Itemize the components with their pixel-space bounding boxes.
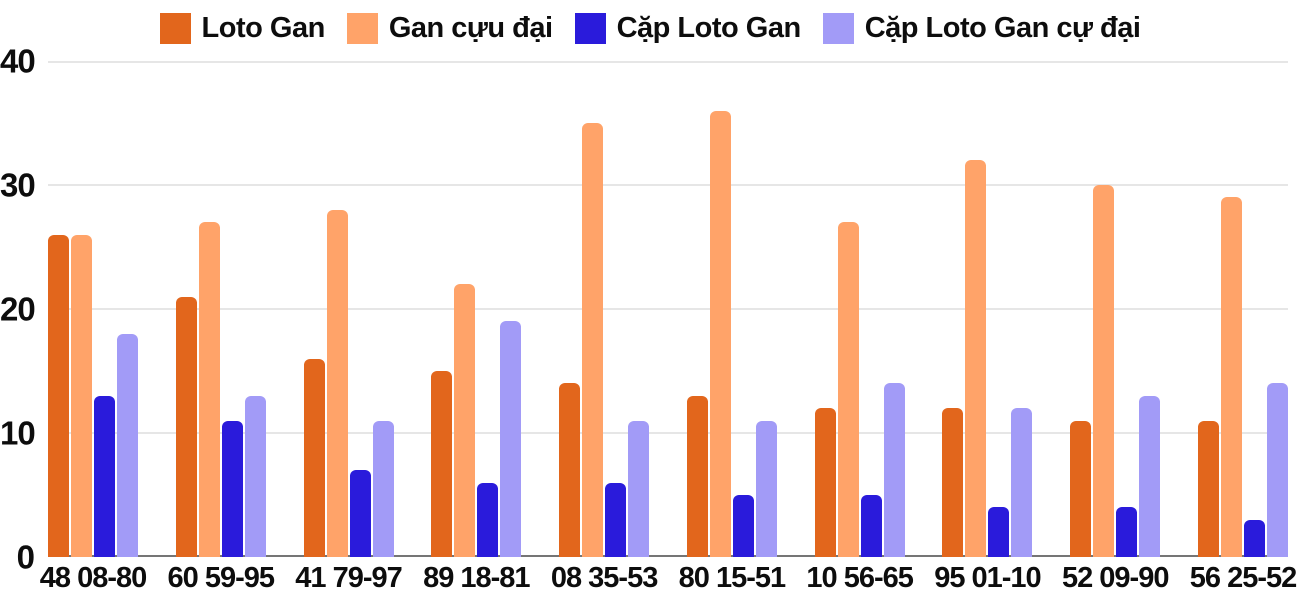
legend-color-swatch-icon [346,13,378,44]
bar-gan-cuu-dai-48-08-80[interactable] [71,234,92,557]
bar-group-89-18-81 [431,61,522,557]
bar-loto-gan-41-79-97[interactable] [303,358,325,557]
bar-gan-cuu-dai-08-35-53[interactable] [582,123,604,557]
x-tick-label-48-08-80: 48 08-80 [39,562,147,594]
bar-gan-cuu-dai-56-25-52[interactable] [1220,197,1242,557]
legend-item-gan-cuu-dai[interactable]: Gan cựu đại [346,12,553,45]
bar-gan-cuu-dai-52-09-90[interactable] [1093,185,1115,557]
bar-cap-loto-gan-cu-dai-60-59-95[interactable] [244,395,266,557]
bar-cap-loto-gan-cu-dai-80-15-51[interactable] [755,420,777,557]
bar-loto-gan-56-25-52[interactable] [1197,420,1219,557]
bar-loto-gan-10-56-65[interactable] [814,408,836,557]
x-tick-label-41-79-97: 41 79-97 [295,562,402,594]
bar-cap-loto-gan-52-09-90[interactable] [1116,507,1138,557]
y-tick-label-10: 10 [0,414,36,452]
bar-loto-gan-89-18-81[interactable] [431,371,453,557]
bar-cap-loto-gan-cu-dai-52-09-90[interactable] [1139,395,1161,557]
bar-cap-loto-gan-cu-dai-08-35-53[interactable] [628,420,650,557]
legend-label: Gan cựu đại [388,12,553,44]
legend-color-swatch-icon [574,13,606,44]
bar-cap-loto-gan-48-08-80[interactable] [94,395,115,557]
x-axis-baseline [48,555,1288,557]
x-axis: 48 08-80 60 59-95 41 79-97 89 18-81 08 35-53… [40,562,1297,600]
chart-legend: Loto Gan Gan cựu đại Cặp Loto Gan Cặp Loto … [0,12,1300,45]
bar-loto-gan-48-08-80[interactable] [48,234,69,557]
bar-group-95-01-10 [942,61,1033,557]
legend-label: Loto Gan [201,12,326,44]
bar-group-08-35-53 [559,61,650,557]
bar-loto-gan-80-15-51[interactable] [686,395,708,557]
bar-loto-gan-08-35-53[interactable] [559,383,581,557]
y-axis: 0 10 20 30 40 [0,45,36,574]
x-tick-label-80-15-51: 80 15-51 [678,562,786,594]
bar-loto-gan-52-09-90[interactable] [1070,420,1092,557]
bar-group-80-15-51 [686,61,777,557]
bar-cap-loto-gan-41-79-97[interactable] [349,470,371,557]
bar-gan-cuu-dai-95-01-10[interactable] [965,160,987,557]
bar-cap-loto-gan-cu-dai-89-18-81[interactable] [500,321,522,557]
bar-loto-gan-60-59-95[interactable] [175,296,197,557]
bar-cap-loto-gan-08-35-53[interactable] [605,482,627,557]
y-tick-label-0: 0 [16,538,35,576]
bar-groups [48,61,1288,557]
gridline-y-20 [48,308,1288,310]
x-tick-label-60-59-95: 60 59-95 [167,562,275,594]
bar-cap-loto-gan-cu-dai-95-01-10[interactable] [1011,408,1033,557]
bar-gan-cuu-dai-80-15-51[interactable] [709,110,731,557]
legend-item-cap-loto-gan[interactable]: Cặp Loto Gan [574,12,802,45]
x-tick-label-89-18-81: 89 18-81 [423,562,530,594]
bar-gan-cuu-dai-41-79-97[interactable] [326,209,348,557]
bar-cap-loto-gan-10-56-65[interactable] [860,495,882,557]
plot-area [48,61,1288,557]
x-tick-label-95-01-10: 95 01-10 [934,562,1041,594]
x-tick-label-08-35-53: 08 35-53 [550,562,658,594]
bar-cap-loto-gan-60-59-95[interactable] [221,420,243,557]
y-tick-label-30: 30 [0,166,36,204]
bar-group-56-25-52 [1197,61,1288,557]
bar-group-48-08-80 [48,61,138,557]
bar-cap-loto-gan-cu-dai-56-25-52[interactable] [1266,383,1288,557]
x-tick-label-56-25-52: 56 25-52 [1189,562,1297,594]
legend-color-swatch-icon [159,13,191,44]
bar-group-60-59-95 [175,61,266,557]
bar-group-41-79-97 [303,61,394,557]
bar-cap-loto-gan-95-01-10[interactable] [988,507,1010,557]
y-tick-label-40: 40 [0,42,36,80]
bar-loto-gan-95-01-10[interactable] [942,408,964,557]
bar-cap-loto-gan-56-25-52[interactable] [1243,519,1265,557]
legend-item-loto-gan[interactable]: Loto Gan [159,12,326,45]
bar-cap-loto-gan-cu-dai-48-08-80[interactable] [117,333,138,557]
legend-label: Cặp Loto Gan cự đại [864,12,1141,44]
bar-gan-cuu-dai-89-18-81[interactable] [454,284,476,557]
legend-item-cap-loto-gan-cu-dai[interactable]: Cặp Loto Gan cự đại [822,12,1141,45]
gridline-y-40 [48,61,1288,63]
legend-color-swatch-icon [822,13,854,44]
x-tick-label-52-09-90: 52 09-90 [1061,562,1169,594]
bar-cap-loto-gan-cu-dai-41-79-97[interactable] [372,420,394,557]
bar-cap-loto-gan-89-18-81[interactable] [477,482,499,557]
bar-gan-cuu-dai-10-56-65[interactable] [837,222,859,557]
x-tick-label-10-56-65: 10 56-65 [806,562,913,594]
bar-cap-loto-gan-80-15-51[interactable] [732,495,754,557]
y-tick-label-20: 20 [0,290,36,328]
bar-group-52-09-90 [1070,61,1161,557]
bar-group-10-56-65 [814,61,905,557]
bar-gan-cuu-dai-60-59-95[interactable] [198,222,220,557]
legend-label: Cặp Loto Gan [616,12,802,44]
gridline-y-30 [48,184,1288,186]
gridline-y-10 [48,432,1288,434]
bar-cap-loto-gan-cu-dai-10-56-65[interactable] [883,383,905,557]
